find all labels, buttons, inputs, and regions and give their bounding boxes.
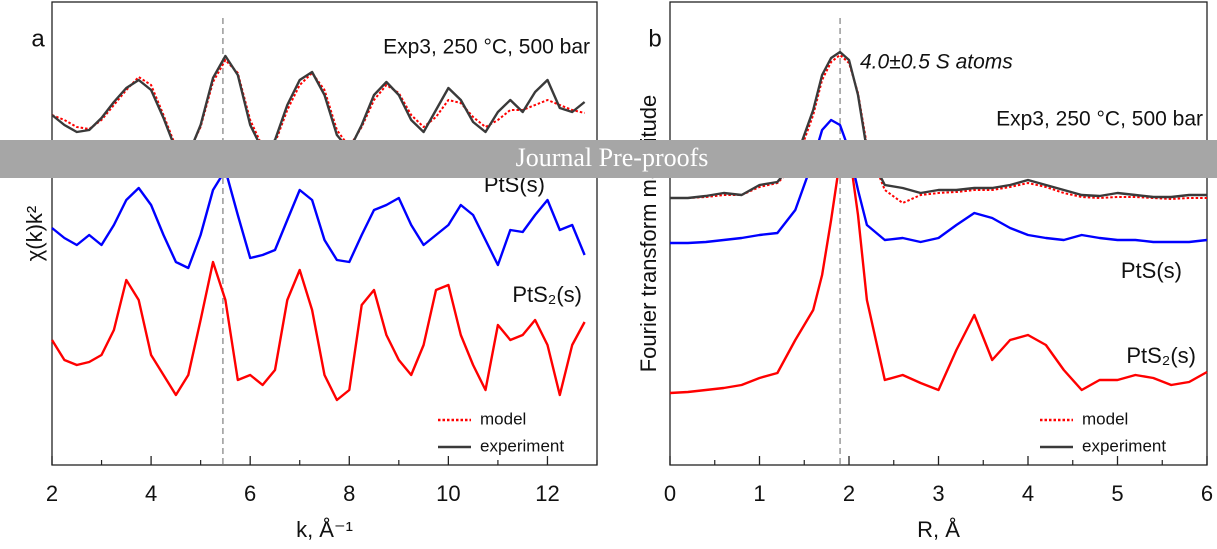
legend-label: model [480, 409, 526, 428]
curve-label: PtS(s) [1121, 258, 1182, 283]
y-axis-label: χ(k)k² [22, 206, 47, 262]
x-tick-label: 0 [664, 481, 676, 506]
panel-label: a [31, 25, 45, 52]
x-tick-label: 12 [535, 481, 559, 506]
legend-label: experiment [1082, 436, 1166, 455]
x-tick-label: 10 [436, 481, 460, 506]
x-tick-label: 4 [145, 481, 157, 506]
x-tick-label: 4 [1022, 481, 1034, 506]
x-tick-label: 1 [753, 481, 765, 506]
x-tick-label: 6 [1201, 481, 1213, 506]
x-tick-label: 5 [1111, 481, 1123, 506]
curve-label: PtS₂(s) [1126, 343, 1196, 368]
data-line [50, 260, 586, 402]
data-line [669, 148, 1208, 395]
plot-frame [51, 1, 598, 466]
data-line [670, 50, 1207, 200]
curve-label: PtS₂(s) [512, 282, 582, 307]
x-tick-label: 6 [244, 481, 256, 506]
annotation: 4.0±0.5 S atoms [860, 51, 1013, 74]
x-axis-label: R, Å [917, 517, 960, 542]
data-line [670, 118, 1208, 245]
watermark-band [0, 140, 1217, 178]
data-line [51, 168, 586, 270]
data-line [670, 54, 1207, 204]
data-line [51, 54, 586, 157]
annotation: Exp3, 250 °C, 500 bar [996, 108, 1203, 131]
x-tick-label: 2 [843, 481, 855, 506]
y-axis-label: Fourier transform magnitude [636, 95, 661, 373]
legend-label: model [1082, 409, 1128, 428]
x-tick-label: 3 [932, 481, 944, 506]
panel-label: b [648, 25, 661, 52]
x-tick-label: 2 [46, 481, 58, 506]
watermark-text: Journal Pre-proofs [516, 143, 709, 172]
x-axis-label: k, Å⁻¹ [296, 517, 353, 542]
legend-label: experiment [480, 436, 564, 455]
annotation: Exp3, 250 °C, 500 bar [383, 36, 590, 59]
x-tick-label: 8 [343, 481, 355, 506]
